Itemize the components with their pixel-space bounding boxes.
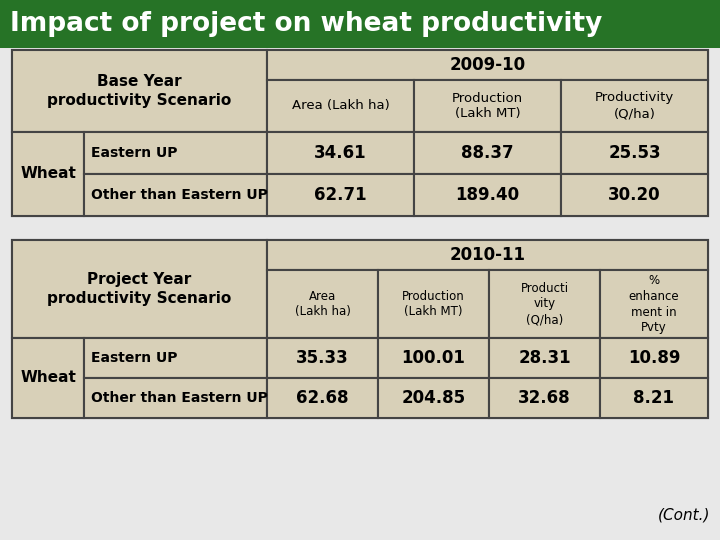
Text: 32.68: 32.68 [518, 389, 571, 407]
Bar [267, 174, 414, 216]
Text: 100.01: 100.01 [402, 349, 465, 367]
Text: 88.37: 88.37 [462, 144, 514, 162]
Bar [84, 378, 267, 418]
Bar [12, 132, 84, 216]
Bar [600, 270, 708, 338]
Bar [561, 80, 708, 132]
Text: Other than Eastern UP: Other than Eastern UP [91, 188, 268, 202]
Bar [267, 378, 378, 418]
Bar [267, 132, 414, 174]
Bar [378, 378, 489, 418]
Bar [414, 174, 561, 216]
Bar [12, 240, 267, 338]
Text: 25.53: 25.53 [608, 144, 661, 162]
Text: Wheat: Wheat [20, 166, 76, 181]
Text: Producti
vity
(Q/ha): Producti vity (Q/ha) [521, 281, 569, 327]
Text: 10.89: 10.89 [628, 349, 680, 367]
Bar [267, 240, 708, 270]
Bar [12, 338, 84, 418]
Bar [12, 240, 708, 418]
Text: Area (Lakh ha): Area (Lakh ha) [292, 99, 390, 112]
Text: 34.61: 34.61 [314, 144, 366, 162]
Text: %
enhance
ment in
Pvty: % enhance ment in Pvty [629, 273, 679, 334]
Text: 30.20: 30.20 [608, 186, 661, 204]
Text: Eastern UP: Eastern UP [91, 146, 178, 160]
Text: Production
(Lakh MT): Production (Lakh MT) [452, 91, 523, 120]
Bar [84, 174, 267, 216]
Text: 35.33: 35.33 [296, 349, 349, 367]
Text: Project Year
productivity Scenario: Project Year productivity Scenario [48, 272, 232, 306]
Text: Wheat: Wheat [20, 370, 76, 386]
Bar [84, 338, 267, 378]
Bar [600, 378, 708, 418]
Bar [414, 132, 561, 174]
Text: 189.40: 189.40 [456, 186, 520, 204]
Text: (Cont.): (Cont.) [657, 507, 710, 522]
Bar [561, 132, 708, 174]
Bar [0, 0, 720, 48]
Text: Base Year
productivity Scenario: Base Year productivity Scenario [48, 74, 232, 108]
Bar [84, 132, 267, 174]
Bar [267, 338, 378, 378]
Bar [489, 338, 600, 378]
Text: 28.31: 28.31 [518, 349, 571, 367]
Bar [267, 50, 708, 80]
Bar [12, 50, 708, 216]
Bar [378, 338, 489, 378]
Bar [489, 270, 600, 338]
Text: Impact of project on wheat productivity: Impact of project on wheat productivity [10, 11, 603, 37]
Text: Production
(Lakh MT): Production (Lakh MT) [402, 289, 465, 319]
Text: 62.71: 62.71 [314, 186, 366, 204]
Bar [12, 50, 267, 132]
Text: Area
(Lakh ha): Area (Lakh ha) [294, 289, 351, 319]
Bar [267, 80, 414, 132]
Text: 2010-11: 2010-11 [449, 246, 526, 264]
Bar [414, 80, 561, 132]
Text: 2009-10: 2009-10 [449, 56, 526, 74]
Text: 62.68: 62.68 [296, 389, 348, 407]
Bar [378, 270, 489, 338]
Text: Productivity
(Q/ha): Productivity (Q/ha) [595, 91, 674, 120]
Text: 8.21: 8.21 [634, 389, 675, 407]
Bar [561, 174, 708, 216]
Text: 204.85: 204.85 [402, 389, 466, 407]
Bar [600, 338, 708, 378]
Bar [489, 378, 600, 418]
Text: Eastern UP: Eastern UP [91, 351, 178, 365]
Bar [267, 270, 378, 338]
Text: Other than Eastern UP: Other than Eastern UP [91, 391, 268, 405]
